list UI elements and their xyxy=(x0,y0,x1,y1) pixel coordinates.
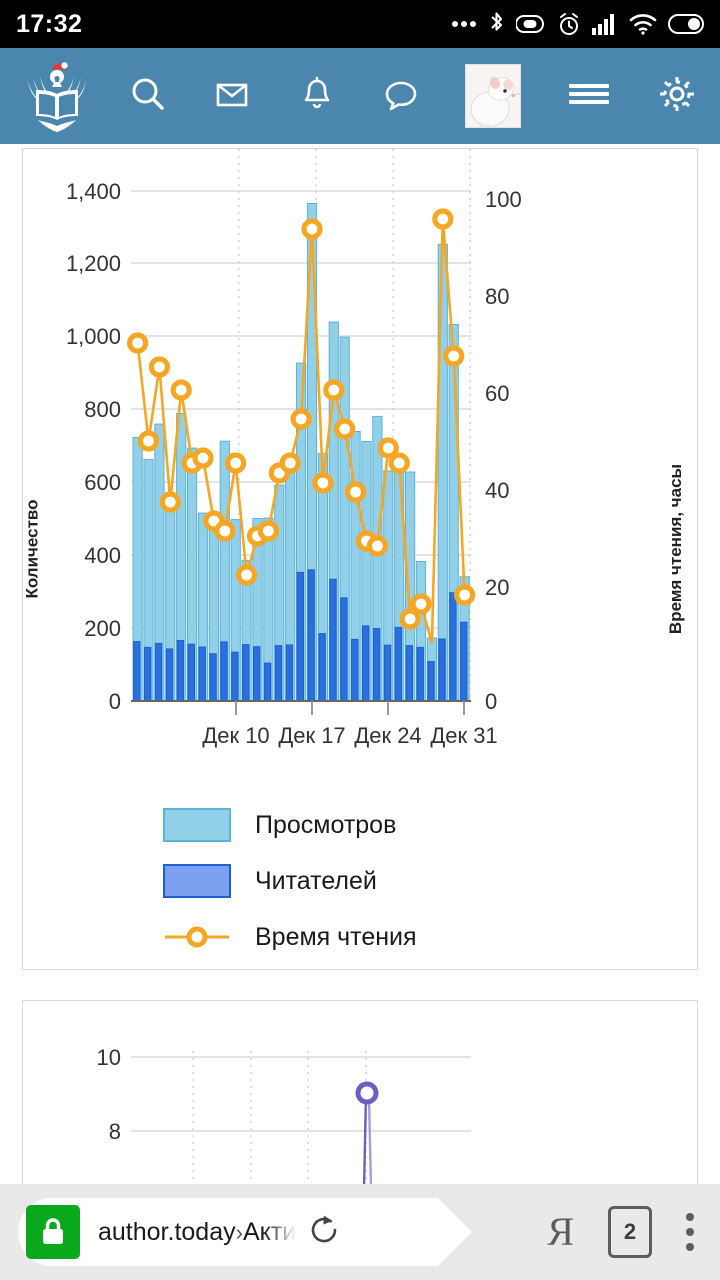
svg-text:1,200: 1,200 xyxy=(66,251,121,276)
browser-bottom-bar: author.today›Акти Я 2 xyxy=(0,1184,720,1280)
dnd-icon xyxy=(516,12,546,36)
svg-text:40: 40 xyxy=(485,478,509,503)
hamburger-menu-icon[interactable] xyxy=(566,74,612,119)
svg-text:0: 0 xyxy=(109,689,121,714)
secondary-chart-svg: 10 8 xyxy=(97,1045,471,1184)
lock-icon xyxy=(26,1205,80,1259)
svg-text:Дек 31: Дек 31 xyxy=(430,723,497,748)
secondary-chart: 10 8 xyxy=(23,1001,697,1184)
yandex-logo-icon[interactable]: Я xyxy=(547,1209,574,1254)
svg-text:60: 60 xyxy=(485,381,509,406)
bell-icon[interactable] xyxy=(297,74,337,119)
android-status-bar: 17:32 xyxy=(0,0,720,48)
chart-svg: 1,400 1,200 1,000 800 600 400 200 0 100 … xyxy=(66,149,522,748)
svg-text:100: 100 xyxy=(485,187,522,212)
svg-text:200: 200 xyxy=(84,616,121,641)
secondary-series-line xyxy=(355,1081,379,1184)
svg-text:Дек 24: Дек 24 xyxy=(354,723,421,748)
alarm-icon xyxy=(557,12,581,37)
svg-text:0: 0 xyxy=(485,689,497,714)
wifi-icon xyxy=(629,13,657,35)
y-axis-right-ticks: 100 80 60 40 20 0 xyxy=(485,187,522,714)
svg-text:400: 400 xyxy=(84,543,121,568)
svg-text:1,400: 1,400 xyxy=(66,179,121,204)
bars-views xyxy=(132,203,470,702)
svg-text:8: 8 xyxy=(109,1119,121,1144)
legend-swatch-reading-time xyxy=(163,920,231,954)
x-axis-tick-labels: Дек 10 Дек 17 Дек 24 Дек 31 xyxy=(202,723,497,748)
tab-count-button[interactable]: 2 xyxy=(608,1206,652,1258)
svg-text:20: 20 xyxy=(485,575,509,600)
mail-icon[interactable] xyxy=(212,74,252,119)
x-axis-tickmarks xyxy=(235,701,465,715)
reload-icon[interactable] xyxy=(306,1212,342,1253)
author-today-logo[interactable] xyxy=(16,56,98,136)
legend-swatch-readers xyxy=(163,864,231,898)
activity-chart: 1,400 1,200 1,000 800 600 400 200 0 100 … xyxy=(23,149,697,969)
svg-text:80: 80 xyxy=(485,284,509,309)
more-dots-icon xyxy=(451,19,477,29)
legend-views[interactable]: Просмотров xyxy=(163,797,417,853)
status-bar-clock: 17:32 xyxy=(16,9,83,38)
signal-icon xyxy=(592,13,618,35)
avatar[interactable] xyxy=(465,64,522,128)
svg-text:Дек 10: Дек 10 xyxy=(202,723,269,748)
legend-readers[interactable]: Читателей xyxy=(163,853,417,909)
legend-label-views: Просмотров xyxy=(255,810,397,839)
bluetooth-icon xyxy=(488,11,505,37)
gear-icon[interactable] xyxy=(656,73,698,120)
battery-icon xyxy=(668,14,704,34)
y-axis-left-title: Количество xyxy=(22,499,42,599)
url-separator: › xyxy=(235,1219,243,1245)
secondary-chart-card: 10 8 xyxy=(22,1000,698,1184)
chat-icon[interactable] xyxy=(381,74,421,119)
browser-actions: Я 2 xyxy=(547,1206,720,1258)
site-header xyxy=(0,48,720,144)
svg-text:Дек 17: Дек 17 xyxy=(278,723,345,748)
svg-text:800: 800 xyxy=(84,397,121,422)
legend-label-readers: Читателей xyxy=(255,866,377,895)
chart-legend: Просмотров Читателей Время чтения xyxy=(163,797,417,965)
stats-chart-card: 1,400 1,200 1,000 800 600 400 200 0 100 … xyxy=(22,148,698,970)
svg-text:600: 600 xyxy=(84,470,121,495)
series-reading-time xyxy=(126,208,476,644)
legend-swatch-views xyxy=(163,808,231,842)
url-text: author.today›Акти xyxy=(98,1218,296,1247)
y-axis-right-title: Время чтения, часы xyxy=(665,463,685,635)
y-axis-left-ticks: 1,400 1,200 1,000 800 600 400 200 0 xyxy=(66,179,121,714)
svg-text:10: 10 xyxy=(97,1045,121,1070)
svg-text:1,000: 1,000 xyxy=(66,324,121,349)
header-icon-row xyxy=(98,64,704,128)
legend-label-reading-time: Время чтения xyxy=(255,922,417,951)
url-host: author.today xyxy=(98,1217,236,1246)
search-icon[interactable] xyxy=(128,74,168,119)
page-content: 1,400 1,200 1,000 800 600 400 200 0 100 … xyxy=(0,144,720,1184)
url-suffix: Акти xyxy=(242,1217,297,1246)
url-bar[interactable]: author.today›Акти xyxy=(18,1198,472,1266)
status-bar-icons xyxy=(451,11,704,37)
kebab-menu-icon[interactable] xyxy=(686,1213,694,1251)
legend-reading-time[interactable]: Время чтения xyxy=(163,909,417,965)
